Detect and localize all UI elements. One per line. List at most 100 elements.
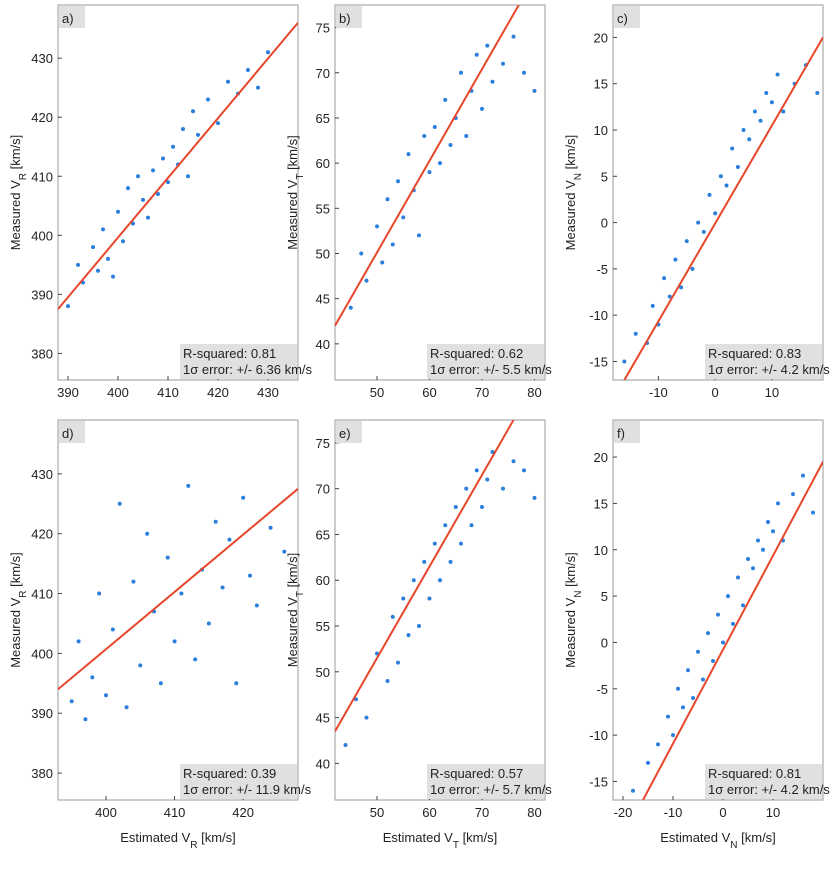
label-text: Measured V xyxy=(8,597,23,667)
x-tick-label: 420 xyxy=(207,385,229,400)
point xyxy=(90,675,95,680)
y-tick-label: -10 xyxy=(589,308,608,323)
label-unit: [km/s] xyxy=(198,830,236,845)
point xyxy=(801,473,805,478)
point xyxy=(474,52,479,57)
point xyxy=(448,143,453,148)
y-tick-label: 65 xyxy=(316,111,330,126)
x-tick-label: 0 xyxy=(712,385,719,400)
panel-label: f) xyxy=(617,426,625,441)
y-tick-label: 60 xyxy=(316,573,330,588)
x-tick-label: 400 xyxy=(95,805,117,820)
point xyxy=(469,523,474,528)
point xyxy=(650,303,655,308)
y-tick-label: 420 xyxy=(31,110,53,125)
axis-label: Measured VN [km/s] xyxy=(563,135,584,251)
point xyxy=(348,305,353,310)
points xyxy=(335,5,537,327)
y-tick-label: 65 xyxy=(316,527,330,542)
point xyxy=(622,359,627,364)
panel-label: b) xyxy=(339,11,351,26)
point xyxy=(716,612,720,617)
x-tick-label: 10 xyxy=(766,805,780,820)
point xyxy=(735,165,740,170)
panel: 50 60 70 80 40 45 50 55 60 65 70 75 e) R-squared: 0.5… xyxy=(285,419,552,851)
label-text: Estimated V xyxy=(660,830,730,845)
y-tick-label: 55 xyxy=(316,619,330,634)
x-tick-label: 430 xyxy=(257,385,279,400)
y-tick-label: 40 xyxy=(316,337,330,352)
point xyxy=(390,242,395,247)
point xyxy=(401,596,406,601)
point xyxy=(706,631,710,636)
point xyxy=(282,549,287,554)
x-tick-label: 70 xyxy=(475,805,489,820)
x-tick-label: 50 xyxy=(370,805,384,820)
point xyxy=(696,649,700,654)
point xyxy=(186,174,190,179)
point xyxy=(248,573,252,578)
point xyxy=(736,575,740,580)
label-text: Measured V xyxy=(563,597,578,667)
point xyxy=(747,137,752,142)
label-text: Estimated V xyxy=(120,830,190,845)
y-tick-label: 45 xyxy=(316,292,330,307)
label-subscript: T xyxy=(295,174,306,180)
label-unit: [km/s] xyxy=(8,552,23,590)
label-text: Estimated V xyxy=(383,830,453,845)
point xyxy=(673,257,678,262)
point xyxy=(718,174,723,179)
label-unit: [km/s] xyxy=(459,830,497,845)
point xyxy=(438,161,442,166)
point xyxy=(775,72,780,77)
point xyxy=(91,245,95,250)
point xyxy=(359,251,364,256)
fit-line xyxy=(58,488,298,691)
point xyxy=(396,179,400,184)
y-tick-label: 10 xyxy=(594,543,608,558)
point xyxy=(171,144,175,149)
y-tick-label: 15 xyxy=(594,77,608,92)
point xyxy=(438,578,442,583)
axis-label: Measured VT [km/s] xyxy=(285,553,306,667)
label-subscript: R xyxy=(18,590,29,597)
label-text: Measured V xyxy=(8,180,23,250)
plot-area xyxy=(334,419,546,801)
point xyxy=(511,459,516,464)
point xyxy=(676,686,680,691)
point xyxy=(662,276,667,281)
point xyxy=(532,495,537,500)
point xyxy=(474,468,479,473)
fit-line xyxy=(58,22,298,310)
annotation-box xyxy=(180,344,297,379)
point xyxy=(66,304,70,309)
plot-area xyxy=(334,4,546,381)
plot-area xyxy=(612,419,824,801)
point xyxy=(385,197,390,202)
plot-area xyxy=(612,4,824,381)
point xyxy=(145,531,150,536)
point xyxy=(111,274,115,279)
point xyxy=(131,221,135,226)
x-tick-label: -10 xyxy=(664,805,683,820)
point xyxy=(690,266,695,271)
point xyxy=(206,621,211,626)
point xyxy=(76,262,80,267)
label-subscript: N xyxy=(573,590,584,597)
point xyxy=(364,715,369,720)
panel-label-box xyxy=(614,421,640,443)
y-tick-label: -5 xyxy=(596,682,608,697)
point xyxy=(711,658,715,663)
point xyxy=(417,624,421,629)
y-tick-label: 45 xyxy=(316,711,330,726)
x-tick-label: 80 xyxy=(527,385,541,400)
point xyxy=(741,603,745,608)
point xyxy=(746,557,750,562)
point xyxy=(464,486,469,491)
point xyxy=(764,90,769,95)
point xyxy=(106,256,110,261)
label-text: Measured V xyxy=(285,597,300,667)
point xyxy=(110,627,115,632)
point xyxy=(771,529,775,534)
